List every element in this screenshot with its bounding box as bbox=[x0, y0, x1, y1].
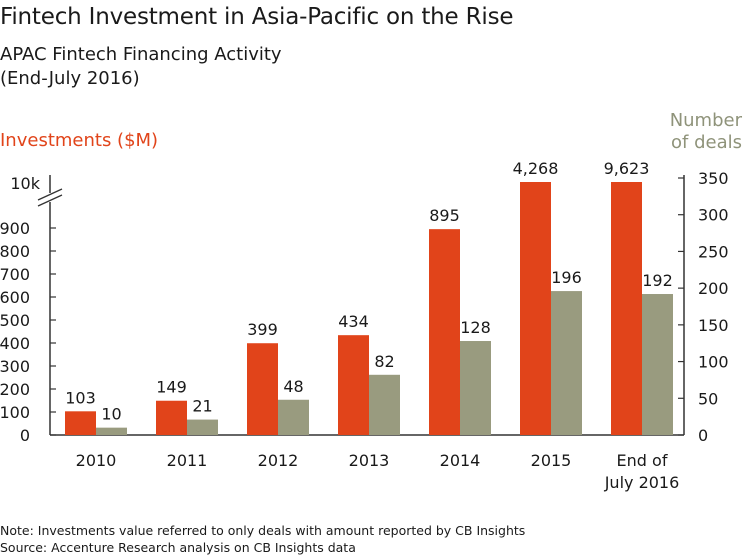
left-axis-label: Investments ($M) bbox=[0, 130, 159, 151]
investment-value-label: 434 bbox=[338, 312, 369, 331]
deals-value-label: 192 bbox=[642, 271, 673, 290]
chart-subtitle: APAC Fintech Financing Activity bbox=[0, 44, 282, 65]
left-tick-label: 900 bbox=[0, 219, 30, 238]
x-tick-label: End of bbox=[617, 451, 668, 470]
left-tick-label-break: 10k bbox=[10, 174, 40, 193]
investment-bar bbox=[156, 400, 187, 435]
deals-value-label: 128 bbox=[460, 318, 491, 337]
left-tick-label: 700 bbox=[0, 265, 30, 284]
deals-bar bbox=[369, 374, 400, 435]
investment-value-label: 4,268 bbox=[513, 159, 559, 178]
deals-bar bbox=[278, 399, 309, 435]
left-tick-label: 400 bbox=[0, 334, 30, 353]
left-tick-label: 600 bbox=[0, 288, 30, 307]
right-tick-label: 0 bbox=[698, 426, 708, 445]
deals-value-label: 10 bbox=[101, 405, 121, 424]
right-tick-label: 150 bbox=[698, 316, 729, 335]
right-tick-label: 350 bbox=[698, 169, 729, 188]
right-tick-label: 200 bbox=[698, 279, 729, 298]
investment-bar bbox=[429, 229, 460, 435]
left-tick-label: 800 bbox=[0, 242, 30, 261]
investment-value-label: 895 bbox=[429, 206, 460, 225]
x-tick-label: 2013 bbox=[349, 451, 390, 470]
axis-break-mark bbox=[37, 188, 63, 201]
investment-bar bbox=[338, 335, 369, 435]
x-tick-label: July 2016 bbox=[604, 473, 680, 492]
left-tick-label: 100 bbox=[0, 403, 30, 422]
right-tick-label: 300 bbox=[698, 206, 729, 225]
footnote: Note: Investments value referred to only… bbox=[0, 523, 526, 538]
deals-bar bbox=[642, 294, 673, 435]
investment-value-label: 149 bbox=[156, 378, 187, 397]
investment-value-label: 9,623 bbox=[604, 159, 650, 178]
x-tick-label: 2015 bbox=[531, 451, 572, 470]
deals-bar bbox=[96, 427, 127, 435]
right-tick-label: 50 bbox=[698, 389, 718, 408]
right-axis-label-line1: Number bbox=[669, 110, 742, 131]
axis-break-mark bbox=[37, 194, 63, 207]
left-tick-label: 200 bbox=[0, 380, 30, 399]
chart-title: Fintech Investment in Asia-Pacific on th… bbox=[0, 4, 514, 30]
investment-value-label: 103 bbox=[65, 388, 96, 407]
investment-bar bbox=[520, 182, 551, 435]
x-tick-label: 2011 bbox=[167, 451, 208, 470]
left-tick-label: 500 bbox=[0, 311, 30, 330]
investment-bar bbox=[65, 411, 96, 435]
deals-value-label: 82 bbox=[374, 352, 394, 371]
deals-bar bbox=[460, 341, 491, 435]
axis-break-gap bbox=[36, 193, 64, 202]
right-axis-label-line2: of deals bbox=[671, 132, 742, 153]
investment-value-label: 399 bbox=[247, 320, 278, 339]
deals-value-label: 48 bbox=[283, 377, 303, 396]
right-tick-label: 100 bbox=[698, 353, 729, 372]
chart-subtitle-date: (End-July 2016) bbox=[0, 68, 140, 89]
right-axis-label: Number of deals bbox=[670, 110, 742, 154]
investment-bar bbox=[611, 182, 642, 435]
x-tick-label: 2012 bbox=[258, 451, 299, 470]
investment-bar bbox=[247, 343, 278, 435]
deals-bar bbox=[551, 291, 582, 435]
x-tick-label: 2010 bbox=[76, 451, 117, 470]
right-tick-label: 250 bbox=[698, 242, 729, 261]
deals-bar bbox=[187, 419, 218, 435]
deals-value-label: 21 bbox=[192, 397, 212, 416]
x-tick-label: 2014 bbox=[440, 451, 481, 470]
left-tick-label: 300 bbox=[0, 357, 30, 376]
source-note: Source: Accenture Research analysis on C… bbox=[0, 540, 356, 555]
left-tick-label: 0 bbox=[20, 426, 30, 445]
deals-value-label: 196 bbox=[551, 268, 582, 287]
